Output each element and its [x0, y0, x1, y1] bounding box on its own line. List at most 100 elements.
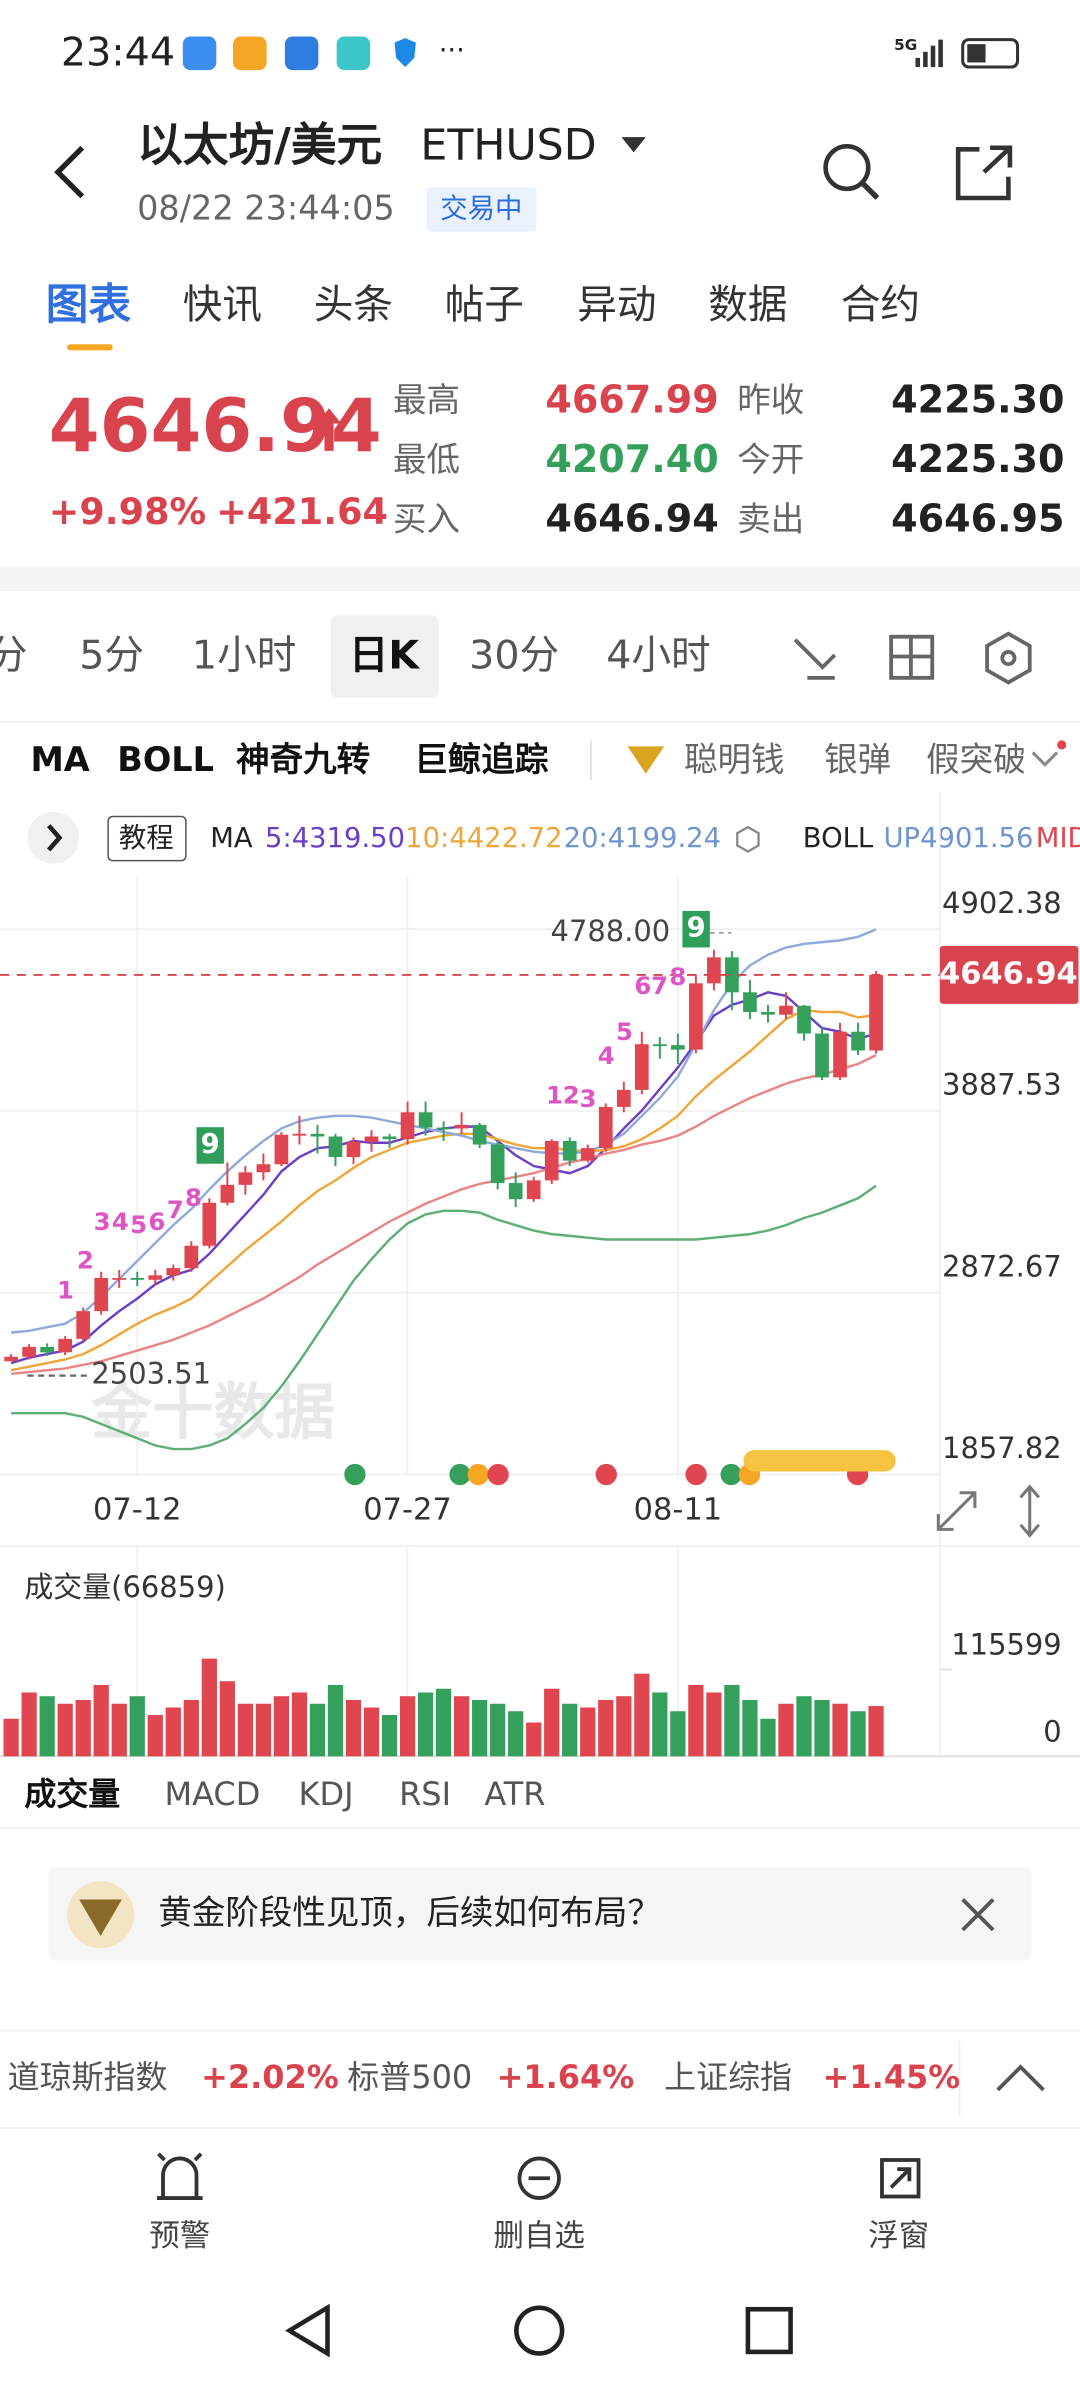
chevron-up	[996, 2064, 1045, 2092]
close-banner[interactable]	[961, 1898, 995, 1932]
nav-tab[interactable]: 异动	[577, 282, 656, 328]
whale-strip	[743, 1450, 896, 1472]
settings-icon[interactable]	[985, 631, 1032, 685]
td-count: 9	[687, 913, 706, 944]
bottom-nav-label[interactable]: 删自选	[494, 2219, 585, 2254]
y-tick-label: 4902.38	[942, 886, 1062, 920]
nav-tab[interactable]: 图表	[46, 280, 132, 330]
stat-label: 昨收	[737, 381, 804, 420]
search-button[interactable]	[823, 143, 880, 200]
candle-body	[580, 1148, 595, 1161]
nav-tab[interactable]: 合约	[841, 282, 920, 328]
signal-dot	[487, 1463, 509, 1486]
sub-tab[interactable]: ATR	[484, 1775, 545, 1813]
volume-bar	[688, 1684, 704, 1757]
indicator-tab[interactable]: 银弹	[824, 740, 891, 779]
period-tab[interactable]: 30分	[469, 633, 559, 679]
layout-icon[interactable]	[889, 634, 935, 680]
period-tab[interactable]: 分	[0, 633, 27, 679]
nav-tab[interactable]: 帖子	[445, 282, 524, 328]
candle-body	[689, 983, 703, 1050]
indicator-tab[interactable]: 假突破	[926, 740, 1027, 779]
candle-body	[562, 1140, 577, 1161]
ma20-label: 20:4199.24	[564, 823, 721, 854]
volume-bar	[634, 1673, 650, 1757]
ticker-name[interactable]: 道琼斯指数	[8, 2058, 168, 2096]
ticker-name[interactable]: 标普500	[347, 2058, 472, 2096]
candle-body	[400, 1112, 415, 1140]
fullscreen-button[interactable]	[936, 1491, 977, 1531]
candle-body	[328, 1136, 343, 1158]
ticker-change: +2.02%	[201, 2058, 339, 2096]
ma5-label: 5:4319.50	[265, 823, 405, 854]
candle-body	[544, 1140, 559, 1181]
ticker-name[interactable]: 上证综指	[664, 2058, 792, 2096]
sub-tab[interactable]: MACD	[165, 1775, 261, 1813]
shield-icon	[394, 38, 416, 68]
sub-tab[interactable]: KDJ	[299, 1775, 354, 1813]
nav-tab[interactable]: 头条	[314, 282, 393, 328]
system-back[interactable]	[284, 2303, 330, 2358]
bottom-nav-label[interactable]: 预警	[149, 2219, 210, 2254]
volume-bar	[237, 1703, 253, 1757]
ticker-toggle[interactable]	[959, 2032, 1080, 2127]
indicator-tab[interactable]: 聪明钱	[684, 740, 784, 779]
volume-tick-label: 0	[1043, 1714, 1061, 1748]
candle-body	[310, 1133, 325, 1137]
stat-value: 4225.30	[891, 378, 1064, 422]
symbol[interactable]: ETHUSD	[420, 120, 596, 170]
candle-body	[184, 1245, 199, 1269]
share-button[interactable]	[955, 145, 1013, 201]
sub-tab[interactable]: 成交量	[24, 1775, 120, 1813]
tab-indicator	[67, 344, 113, 351]
bottom-nav-label[interactable]: 浮窗	[868, 2219, 929, 2254]
legend-toggle[interactable]	[27, 811, 80, 864]
symbol-dropdown[interactable]	[621, 137, 646, 153]
news-banner[interactable]	[48, 1867, 1032, 1961]
period-selected	[330, 615, 439, 698]
period-tab[interactable]: 5分	[79, 633, 144, 679]
volume-bar	[742, 1699, 758, 1757]
draw-tool-icon[interactable]	[793, 638, 837, 680]
candle-body	[797, 1005, 811, 1034]
indicator-tab[interactable]: MA	[30, 740, 89, 779]
volume-bar	[760, 1718, 776, 1757]
volume-bar	[399, 1696, 416, 1757]
alert-icon	[156, 2152, 203, 2200]
td-count: 4	[112, 1207, 129, 1236]
indicator-tab[interactable]: 神奇九转	[236, 740, 370, 779]
nav-tab[interactable]: 快讯	[183, 282, 262, 328]
period-tab[interactable]: 4小时	[606, 633, 710, 679]
candle-body	[418, 1112, 433, 1128]
volume-bar	[652, 1692, 668, 1757]
volume-bar	[580, 1707, 596, 1757]
scale-button[interactable]	[1019, 1484, 1041, 1538]
candle-body	[382, 1136, 397, 1140]
period-tab[interactable]: 日K	[349, 633, 421, 679]
sub-tab[interactable]: RSI	[399, 1775, 451, 1813]
volume-bar	[472, 1699, 488, 1757]
tutorial-button[interactable]	[107, 815, 187, 862]
stat-label: 最低	[393, 440, 460, 479]
indicator-tab[interactable]: 巨鲸追踪	[414, 740, 548, 779]
td-count: 3	[580, 1084, 597, 1113]
last-price-tag	[939, 945, 1079, 1004]
boll-label: BOLL	[803, 823, 874, 854]
candle-body	[454, 1124, 469, 1129]
tutorial-label: 教程	[119, 823, 174, 854]
expand-indicators[interactable]	[1031, 751, 1059, 767]
nav-tab[interactable]: 数据	[708, 282, 787, 328]
system-home[interactable]	[514, 2305, 565, 2356]
period-tab[interactable]: 1小时	[192, 633, 296, 679]
candle-body	[616, 1089, 631, 1107]
x-tick-label: 07-12	[93, 1493, 182, 1528]
volume-bar	[273, 1696, 290, 1757]
stat-label: 买入	[393, 499, 460, 538]
signal-dot	[685, 1463, 707, 1486]
back-button[interactable]	[54, 145, 85, 199]
candle-body	[652, 1044, 667, 1047]
indicator-tab[interactable]: BOLL	[117, 740, 214, 779]
ma-settings[interactable]	[736, 825, 760, 853]
system-recents[interactable]	[745, 2306, 793, 2355]
stat-value: 4225.30	[891, 437, 1064, 481]
